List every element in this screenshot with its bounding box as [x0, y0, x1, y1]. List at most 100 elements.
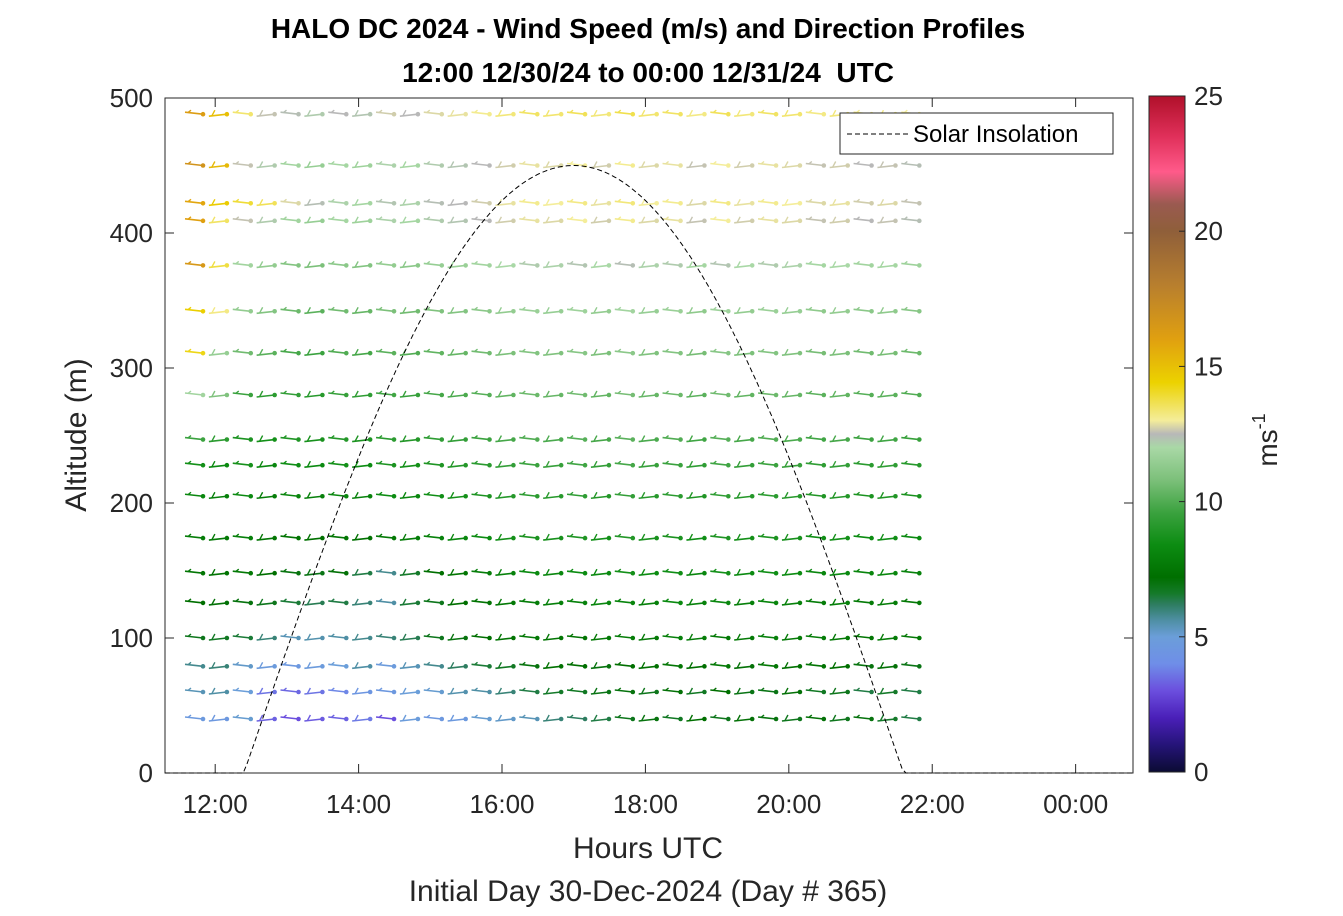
barb-shaft	[399, 220, 418, 224]
barb-shaft	[877, 602, 896, 606]
barb-point	[272, 201, 277, 206]
barb-point	[845, 635, 850, 641]
barb-flag	[545, 306, 550, 314]
barb-point	[630, 201, 636, 206]
barb-point	[726, 392, 731, 398]
barb-point	[511, 263, 516, 268]
barb-point	[248, 716, 254, 722]
barb-point	[654, 163, 659, 168]
barb-flag	[187, 714, 192, 718]
wind-barb	[829, 568, 850, 576]
barb-point	[272, 309, 277, 314]
wind-barb	[853, 306, 874, 314]
barb-flag	[283, 198, 287, 203]
barb-flag	[688, 568, 694, 576]
barb-flag	[712, 491, 717, 496]
barb-flag	[330, 198, 335, 203]
wind-barb	[781, 109, 803, 117]
barb-flag	[879, 533, 885, 541]
wind-barb	[471, 390, 492, 398]
barb-shaft	[590, 394, 610, 398]
barb-point	[821, 535, 827, 541]
wind-barb	[638, 568, 659, 576]
barb-point	[391, 570, 397, 576]
barb-flag	[450, 216, 455, 223]
barb-flag	[283, 260, 287, 265]
barb-flag	[521, 216, 526, 220]
barb-flag	[283, 435, 287, 439]
barb-flag	[545, 435, 550, 442]
barb-point	[558, 218, 564, 224]
barb-flag	[641, 568, 646, 576]
barb-flag	[306, 109, 312, 117]
barb-point	[797, 309, 803, 314]
barb-flag	[283, 687, 287, 691]
barb-flag	[665, 460, 669, 465]
barb-shaft	[781, 310, 801, 315]
barb-shaft	[208, 202, 227, 207]
barb-shaft	[734, 352, 753, 356]
barb-flag	[211, 306, 216, 314]
barb-flag	[665, 348, 669, 353]
barb-flag	[235, 533, 240, 538]
barb-point	[821, 350, 827, 356]
barb-flag	[306, 714, 312, 721]
barb-point	[773, 309, 779, 314]
wind-barb	[447, 435, 468, 443]
wind-barb	[304, 714, 325, 722]
barb-point	[893, 350, 898, 356]
barb-point	[702, 218, 707, 224]
barb-flag	[306, 491, 312, 499]
barb-flag	[259, 568, 264, 576]
barb-point	[367, 218, 373, 224]
wind-barb	[304, 662, 325, 670]
barb-point	[845, 570, 850, 576]
barb-shaft	[590, 220, 610, 224]
barb-point	[296, 437, 301, 442]
barb-flag	[688, 633, 694, 640]
wind-barb	[519, 460, 540, 468]
wind-barb	[328, 198, 349, 206]
barb-flag	[903, 348, 908, 353]
barb-flag	[187, 533, 192, 538]
barb-flag	[330, 306, 335, 311]
barb-flag	[306, 306, 312, 314]
barb-point	[200, 635, 206, 641]
wind-barb	[375, 160, 397, 168]
wind-barb	[352, 109, 373, 117]
barb-flag	[187, 198, 192, 203]
colorbar-label-unit: ms	[1252, 429, 1283, 466]
barb-flag	[784, 198, 789, 206]
barb-point	[367, 437, 373, 442]
barb-flag	[569, 568, 574, 573]
barb-point	[582, 493, 588, 499]
barb-point	[248, 635, 254, 641]
barb-shaft	[686, 394, 705, 398]
barb-point	[606, 600, 612, 606]
barb-point	[272, 635, 277, 641]
wind-barb	[519, 160, 540, 168]
barb-point	[487, 392, 492, 398]
barb-flag	[641, 390, 646, 397]
barb-flag	[354, 109, 359, 117]
wind-barb	[853, 216, 874, 224]
barb-shaft	[352, 495, 371, 500]
barb-point	[439, 163, 445, 168]
barb-flag	[736, 306, 741, 314]
barb-flag	[354, 460, 359, 468]
barb-point	[606, 493, 612, 499]
wind-barb	[662, 533, 683, 541]
barb-point	[821, 201, 827, 206]
barb-flag	[283, 491, 287, 496]
barb-point	[343, 201, 349, 206]
barb-point	[917, 493, 922, 499]
barb-shaft	[734, 718, 753, 722]
barb-point	[391, 635, 397, 641]
wind-barb	[208, 460, 230, 468]
barb-flag	[712, 533, 717, 538]
barb-point	[343, 570, 349, 576]
wind-barb	[519, 198, 540, 206]
wind-barb	[280, 198, 301, 206]
colorbar-tick-label: 15	[1194, 351, 1223, 381]
barb-shaft	[256, 113, 275, 117]
